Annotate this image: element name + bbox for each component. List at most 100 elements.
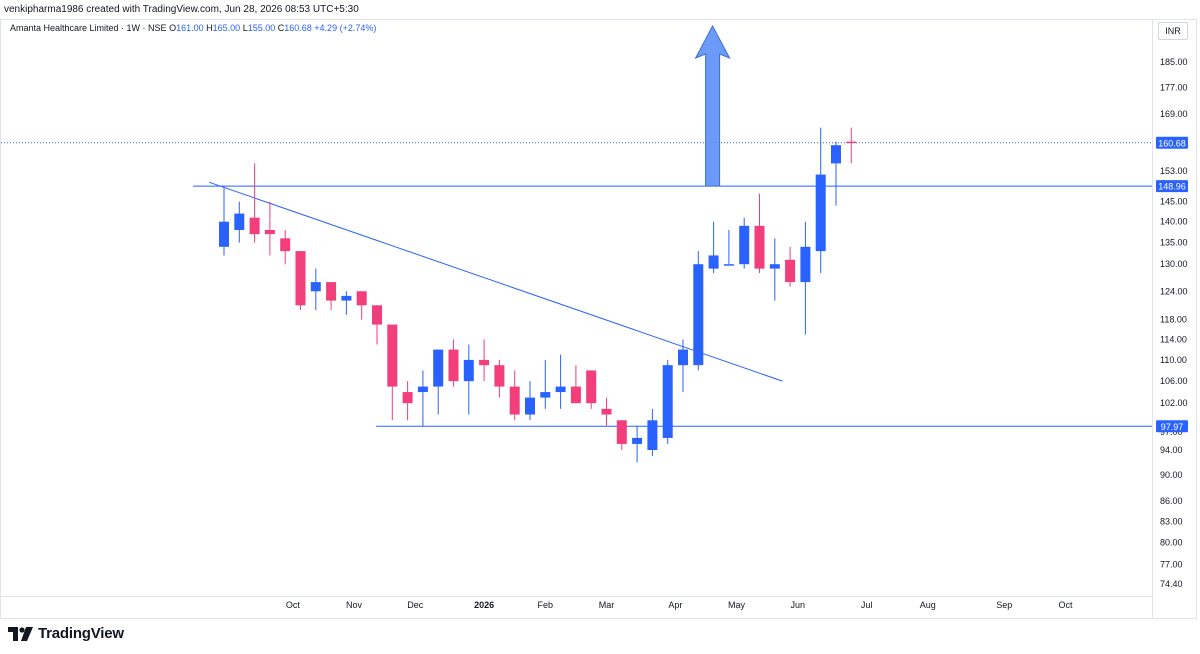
y-tick-label: 153.00	[1160, 166, 1188, 176]
low-label: L	[242, 23, 248, 33]
x-tick-label: Jun	[790, 600, 805, 610]
y-tick-label: 130.00	[1160, 259, 1188, 269]
candle-body[interactable]	[417, 386, 428, 393]
y-tick-label: 140.00	[1160, 217, 1188, 227]
candle-body[interactable]	[402, 392, 413, 404]
symbol-legend: Amanta Healthcare Limited · 1W · NSE O16…	[10, 23, 376, 33]
y-tick-label: 86.00	[1160, 496, 1183, 506]
y-tick-label: 83.00	[1160, 516, 1183, 526]
candle-body[interactable]	[310, 282, 321, 292]
chart-pane[interactable]	[0, 19, 1197, 619]
candle-body[interactable]	[341, 295, 352, 301]
high-value: 165.00	[212, 23, 241, 33]
x-tick-label: Oct	[1058, 600, 1073, 610]
y-tick-label: 169.00	[1160, 109, 1188, 119]
candle-body[interactable]	[280, 238, 291, 252]
candle-body[interactable]	[662, 365, 673, 438]
candle-body[interactable]	[295, 251, 306, 306]
candle-body[interactable]	[846, 141, 857, 144]
candle-body[interactable]	[509, 386, 520, 415]
y-tick-label: 77.00	[1160, 559, 1183, 569]
candle-body[interactable]	[785, 259, 796, 283]
candle-body[interactable]	[433, 349, 444, 387]
footer-branding: TradingView	[8, 625, 124, 642]
horizontal-level-label: 97.97	[1161, 422, 1184, 432]
y-tick-label: 102.00	[1160, 398, 1188, 408]
x-tick-label: Sep	[996, 600, 1012, 610]
high-label: H	[206, 23, 213, 33]
candle-body[interactable]	[555, 386, 566, 393]
candle-body[interactable]	[586, 370, 597, 404]
price-label-badge	[1156, 420, 1188, 433]
tradingview-logo-icon	[8, 626, 33, 641]
candle-body[interactable]	[678, 349, 688, 366]
y-tick-label: 90.00	[1160, 470, 1183, 480]
close-label: C	[277, 23, 285, 33]
candle-body[interactable]	[831, 145, 841, 164]
candle-body[interactable]	[647, 420, 658, 450]
x-tick-label: Jul	[861, 600, 873, 610]
candle-body[interactable]	[234, 213, 245, 230]
candle-body[interactable]	[387, 324, 398, 387]
candle-body[interactable]	[570, 386, 581, 404]
up-arrow-annotation[interactable]	[694, 24, 731, 187]
candle-body[interactable]	[372, 305, 382, 325]
x-tick-label: Apr	[668, 600, 682, 610]
x-tick-label: Aug	[920, 600, 936, 610]
y-tick-label: 74.40	[1160, 579, 1183, 589]
candle-body[interactable]	[540, 392, 551, 398]
y-tick-label: 94.00	[1160, 445, 1183, 455]
candle-body[interactable]	[219, 221, 229, 247]
open-value: 161.00	[176, 23, 204, 33]
y-tick-label: 177.00	[1160, 82, 1188, 92]
x-tick-label: Dec	[407, 600, 424, 610]
candle-body[interactable]	[708, 255, 719, 269]
candle-body[interactable]	[601, 408, 612, 415]
candle-body[interactable]	[754, 225, 765, 269]
y-tick-label: 106.00	[1160, 376, 1188, 386]
x-tick-label: Mar	[599, 600, 615, 610]
trend-line[interactable]	[208, 181, 783, 382]
y-tick-label: 124.00	[1160, 286, 1188, 296]
candle-body[interactable]	[769, 264, 780, 269]
tradingview-brand: TradingView	[38, 625, 124, 642]
y-tick-label: 114.00	[1160, 334, 1187, 344]
low-value: 155.00	[247, 23, 276, 33]
y-tick-label: 185.00	[1160, 57, 1188, 67]
last-price-badge	[1156, 136, 1188, 149]
candle-body[interactable]	[448, 349, 459, 382]
candle-body[interactable]	[525, 397, 535, 415]
candle-body[interactable]	[326, 282, 337, 301]
chart-caption: venkipharma1986 created with TradingView…	[4, 4, 359, 15]
candle-body[interactable]	[632, 437, 643, 444]
symbol-name[interactable]: Amanta Healthcare Limited · 1W · NSE	[10, 23, 167, 33]
candle-body[interactable]	[800, 246, 811, 283]
y-tick-label: 110.00	[1160, 355, 1187, 365]
candle-body[interactable]	[249, 217, 260, 235]
y-tick-label: 118.00	[1160, 315, 1187, 325]
change-value: +4.29 (+2.74%)	[314, 23, 377, 33]
open-label: O	[169, 23, 177, 33]
x-tick-label: May	[728, 600, 746, 610]
x-tick-label: Feb	[538, 600, 554, 610]
currency-button[interactable]: INR	[1158, 22, 1188, 40]
price-label-badge	[1156, 180, 1188, 193]
candle-body[interactable]	[356, 291, 367, 306]
candle-body[interactable]	[693, 264, 704, 366]
candle-body[interactable]	[815, 174, 826, 252]
candle-body[interactable]	[264, 229, 275, 235]
candle-body[interactable]	[739, 225, 750, 265]
candle-body[interactable]	[723, 264, 734, 266]
candle-body[interactable]	[494, 365, 505, 387]
last-price-label: 160.68	[1158, 138, 1186, 148]
x-tick-label: Oct	[286, 600, 301, 610]
x-tick-label: 2026	[474, 600, 494, 610]
x-tick-label: Nov	[346, 600, 363, 610]
close-value: 160.68	[284, 23, 312, 33]
candle-body[interactable]	[479, 359, 490, 366]
y-tick-label: 145.00	[1160, 197, 1188, 207]
candle-body[interactable]	[616, 420, 627, 444]
y-tick-label: 135.00	[1160, 238, 1188, 248]
candle-body[interactable]	[463, 359, 474, 382]
